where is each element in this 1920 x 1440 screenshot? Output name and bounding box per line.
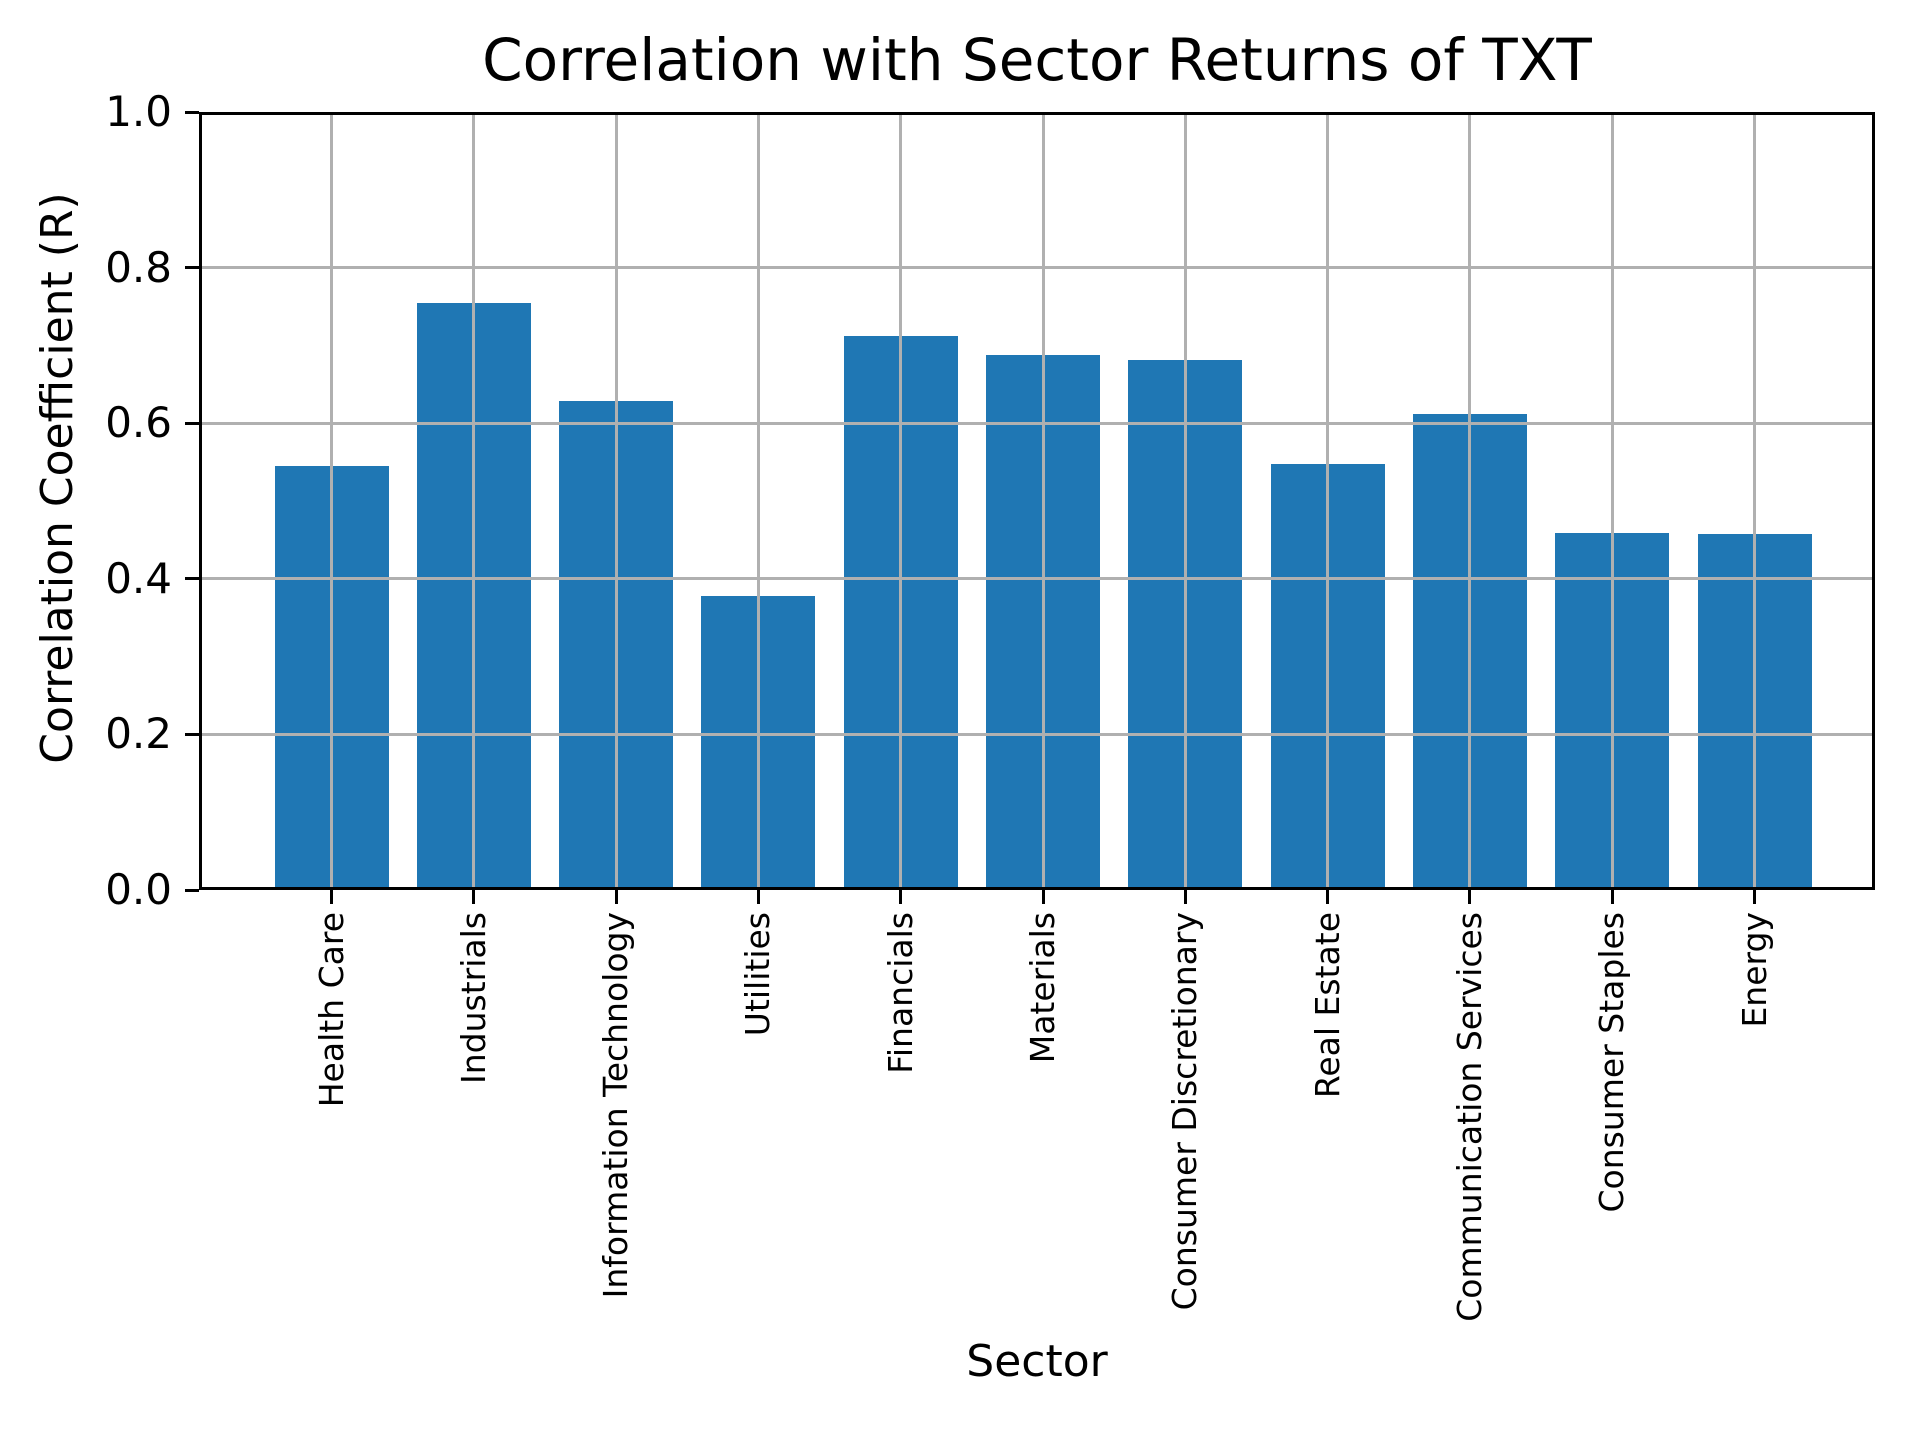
x-tick-mark xyxy=(1326,890,1330,904)
x-tick-label-materials: Materials xyxy=(1023,912,1062,1064)
bar-consumer-discretionary xyxy=(1128,360,1243,890)
x-tick-mark xyxy=(1468,890,1472,904)
y-tick-mark xyxy=(185,577,199,581)
y-tick-label: 0.6 xyxy=(105,398,172,448)
plot-area xyxy=(199,112,1875,890)
y-tick-label: 0.2 xyxy=(105,709,172,759)
x-tick-label-information-technology: Information Technology xyxy=(596,912,636,1299)
y-tick-label: 0.8 xyxy=(105,242,172,292)
y-tick-mark xyxy=(185,732,199,736)
bar-industrials xyxy=(416,302,531,890)
x-tick-mark xyxy=(756,890,760,904)
bar-consumer-staples xyxy=(1555,532,1670,890)
bar-real-estate xyxy=(1270,463,1385,890)
x-tick-label-utilities: Utilities xyxy=(738,912,778,1037)
bar-energy xyxy=(1697,534,1812,890)
x-tick-label-health-care: Health Care xyxy=(311,912,351,1108)
y-tick-mark xyxy=(185,888,199,892)
y-tick-mark xyxy=(185,421,199,425)
x-tick-mark xyxy=(472,890,476,904)
bar-information-technology xyxy=(559,401,674,890)
x-tick-label-consumer-staples: Consumer Staples xyxy=(1592,912,1632,1213)
x-tick-mark xyxy=(1183,890,1187,904)
x-tick-label-communication-services: Communication Services xyxy=(1449,912,1489,1322)
y-tick-label: 0.4 xyxy=(105,553,172,603)
x-tick-mark xyxy=(899,890,903,904)
y-tick-mark xyxy=(185,266,199,270)
x-tick-label-industrials: Industrials xyxy=(453,912,493,1084)
x-tick-label-consumer-discretionary: Consumer Discretionary xyxy=(1165,912,1205,1311)
x-tick-label-financials: Financials xyxy=(880,912,920,1074)
x-tick-mark xyxy=(1610,890,1614,904)
x-tick-mark xyxy=(330,890,333,904)
bar-utilities xyxy=(701,595,816,890)
x-tick-label-real-estate: Real Estate xyxy=(1307,912,1347,1099)
bar-materials xyxy=(986,354,1100,890)
y-tick-mark xyxy=(185,110,199,114)
y-tick-label: 0.0 xyxy=(105,865,172,914)
x-axis-label: Sector xyxy=(966,1336,1108,1387)
chart-title: Correlation with Sector Returns of TXT xyxy=(482,26,1592,94)
bar-financials xyxy=(843,336,958,890)
bars-layer xyxy=(199,112,1875,890)
x-tick-mark xyxy=(1041,890,1045,904)
x-tick-label-energy: Energy xyxy=(1734,912,1774,1028)
bar-communication-services xyxy=(1412,413,1527,890)
x-tick-mark xyxy=(614,890,618,904)
y-tick-label: 1.0 xyxy=(105,87,172,136)
x-tick-mark xyxy=(1753,890,1756,904)
bar-health-care xyxy=(274,466,389,890)
